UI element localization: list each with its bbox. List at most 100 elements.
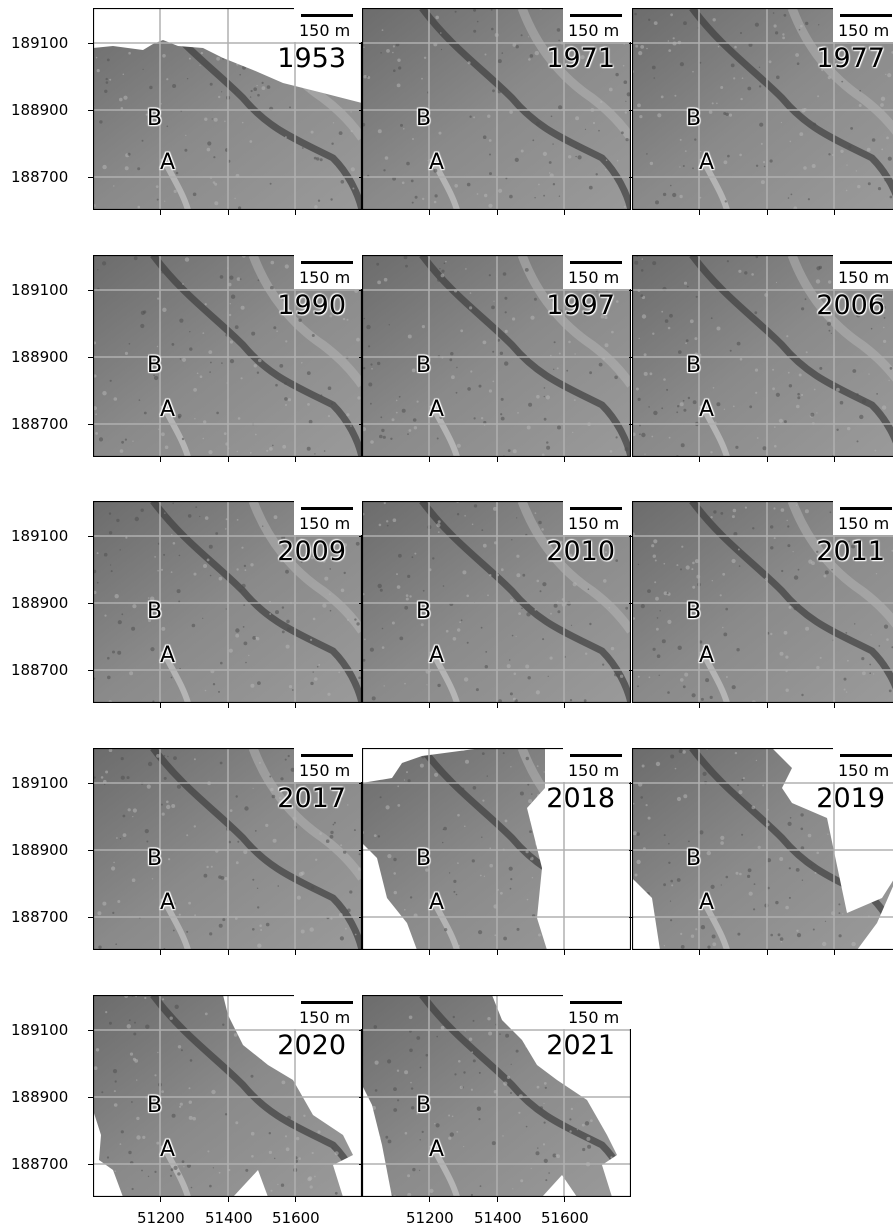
map-panel-2009: 150 m 2009 B A <box>93 501 362 703</box>
y-tick-inner <box>359 43 362 44</box>
y-tick-inner <box>629 603 632 604</box>
y-tick-label: 189100 <box>11 281 69 299</box>
panel-frame <box>632 255 893 457</box>
x-tick <box>564 457 565 462</box>
y-tick-inner <box>629 850 632 851</box>
x-tick <box>429 457 430 462</box>
y-tick-inner <box>359 1097 362 1098</box>
x-tick <box>295 1197 296 1202</box>
x-tick <box>429 950 430 955</box>
x-tick <box>564 950 565 955</box>
light-slope <box>248 501 362 634</box>
y-tick <box>88 357 93 358</box>
map-panel-2017: 150 m 2017 B A <box>93 748 362 950</box>
marker-a: A <box>429 890 445 915</box>
scale-bar-box <box>833 748 893 782</box>
light-slope <box>517 501 631 634</box>
scale-bar-line <box>570 754 622 757</box>
scale-bar-line <box>840 754 892 757</box>
marker-b: B <box>147 846 163 871</box>
map-panel-1977: 150 m 1977 B A <box>632 8 893 210</box>
channel-ridge <box>150 748 362 950</box>
y-tick-inner <box>629 177 632 178</box>
scale-bar-box <box>563 995 631 1029</box>
y-tick-inner <box>629 43 632 44</box>
x-tick <box>834 950 835 955</box>
nodata-area <box>362 1085 392 1197</box>
year-label: 2018 <box>546 783 615 814</box>
x-tick-label: 51200 <box>406 1209 454 1227</box>
year-label: 2021 <box>546 1030 615 1061</box>
x-tick <box>497 457 498 462</box>
scale-bar-label: 150 m <box>838 268 890 287</box>
scale-bar-box <box>833 501 893 535</box>
marker-a: A <box>160 1137 176 1162</box>
map-panel-2021: 150 m 2021 B A <box>362 995 631 1197</box>
panel-frame <box>632 8 893 210</box>
x-tick <box>767 457 768 462</box>
light-slope <box>787 255 893 382</box>
y-tick <box>88 424 93 425</box>
x-tick <box>295 950 296 955</box>
panel-frame <box>362 995 631 1197</box>
y-tick-inner <box>629 424 632 425</box>
year-label: 2019 <box>816 783 885 814</box>
channel-ridge <box>689 8 893 197</box>
x-tick <box>295 703 296 708</box>
channel-ridge <box>419 255 631 457</box>
scale-bar-box <box>294 8 362 42</box>
y-tick <box>88 1164 93 1165</box>
x-tick <box>228 457 229 462</box>
y-tick-inner <box>629 290 632 291</box>
x-tick <box>429 1197 430 1202</box>
year-label: 2017 <box>277 783 346 814</box>
scarp-a <box>429 156 460 210</box>
scale-bar-box <box>563 748 631 782</box>
scale-bar-label: 150 m <box>568 514 620 533</box>
x-tick <box>564 703 565 708</box>
panel-frame <box>362 8 631 210</box>
marker-b: B <box>147 599 163 624</box>
channel-ridge <box>419 8 631 210</box>
x-tick-label: 51400 <box>474 1209 522 1227</box>
y-tick-inner <box>359 603 362 604</box>
light-slope <box>517 255 631 388</box>
scarp-a <box>160 649 191 703</box>
x-tick <box>767 950 768 955</box>
y-tick <box>88 1097 93 1098</box>
y-tick-inner <box>359 357 362 358</box>
y-tick-inner <box>629 110 632 111</box>
scarp-a <box>429 1143 460 1197</box>
light-slope <box>248 748 362 881</box>
x-tick <box>295 210 296 215</box>
marker-a: A <box>160 890 176 915</box>
y-tick-label: 189100 <box>11 774 69 792</box>
y-tick-label: 188900 <box>11 1088 69 1106</box>
scale-bar-label: 150 m <box>568 1008 620 1027</box>
x-tick <box>497 703 498 708</box>
panel-frame <box>93 995 362 1197</box>
x-tick <box>228 1197 229 1202</box>
year-label: 1971 <box>546 43 615 74</box>
y-tick-inner <box>359 536 362 537</box>
map-panel-2006: 150 m 2006 B A <box>632 255 893 457</box>
marker-b: B <box>416 353 432 378</box>
marker-a: A <box>429 643 445 668</box>
year-label: 2020 <box>277 1030 346 1061</box>
scale-bar-line <box>840 507 892 510</box>
y-tick <box>88 177 93 178</box>
scale-bar-line <box>301 14 353 17</box>
year-label: 2010 <box>546 536 615 567</box>
channel-ridge <box>419 501 631 703</box>
y-tick <box>88 603 93 604</box>
scale-bar-line <box>840 14 892 17</box>
y-tick-inner <box>359 424 362 425</box>
x-tick <box>564 1197 565 1202</box>
year-label: 1977 <box>816 43 885 74</box>
channel-ridge <box>689 501 893 690</box>
scale-bar-line <box>301 261 353 264</box>
panel-frame <box>632 501 893 703</box>
scarp-a <box>160 896 191 950</box>
nodata-area <box>632 748 893 913</box>
marker-a: A <box>429 397 445 422</box>
